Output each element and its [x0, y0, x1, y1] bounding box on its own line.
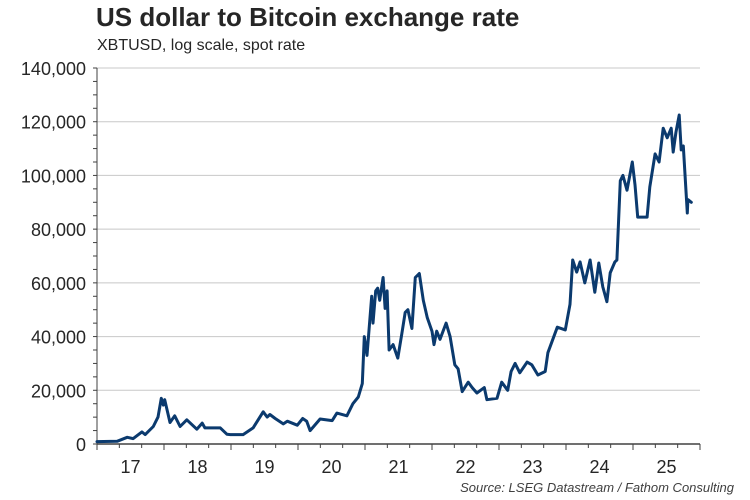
y-tick-label: 20,000 [31, 381, 86, 401]
x-tick-label: 24 [589, 457, 609, 477]
y-tick-labels: 0 20,000 40,000 60,000 80,000 100,000 120,000 1… [21, 59, 86, 455]
y-tick-label: 140,000 [21, 59, 86, 79]
series [95, 113, 693, 444]
x-tick-label: 22 [455, 457, 475, 477]
gridlines [97, 67, 700, 391]
x-tick-label: 20 [321, 457, 341, 477]
x-tick-label: 18 [187, 457, 207, 477]
x-tick-label: 23 [522, 457, 542, 477]
y-tick-label: 120,000 [21, 113, 86, 133]
chart-subtitle: XBTUSD, log scale, spot rate [97, 37, 306, 54]
x-tick-label: 19 [254, 457, 274, 477]
source-note: Source: LSEG Datastream / Fathom Consult… [460, 480, 734, 495]
series-line [95, 113, 693, 444]
y-tick-label: 0 [76, 435, 86, 455]
x-tick-label: 21 [388, 457, 408, 477]
y-tick-label: 60,000 [31, 274, 86, 294]
x-tick-labels: 17 18 19 20 21 22 23 24 25 [120, 457, 676, 477]
chart-title: US dollar to Bitcoin exchange rate [96, 2, 520, 32]
x-tick-label: 25 [656, 457, 676, 477]
y-tick-label: 100,000 [21, 166, 86, 186]
y-tick-label: 40,000 [31, 328, 86, 348]
y-tick-label: 80,000 [31, 220, 86, 240]
x-tick-label: 17 [120, 457, 140, 477]
axes [93, 67, 701, 450]
